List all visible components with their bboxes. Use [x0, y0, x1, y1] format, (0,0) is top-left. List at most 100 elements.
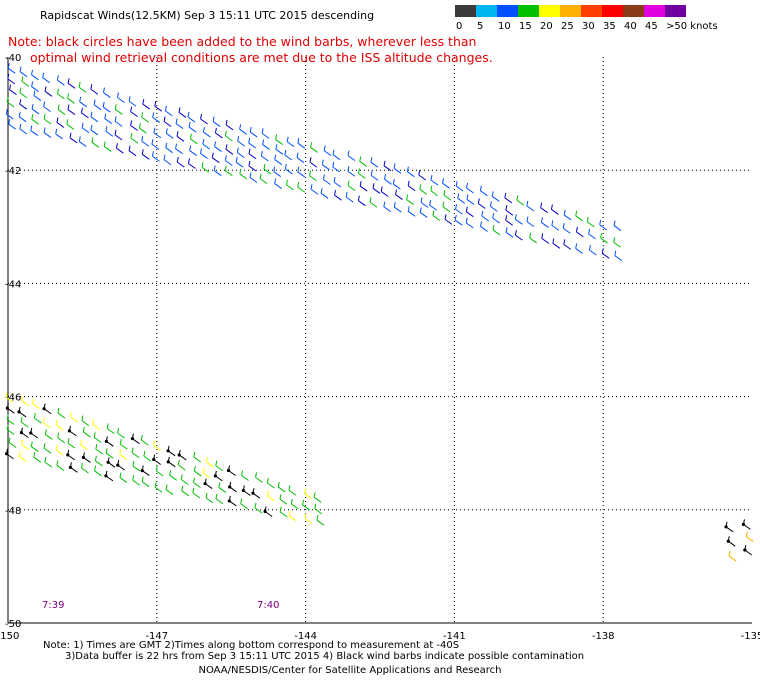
wind-barb [42, 72, 50, 84]
wind-barb [201, 162, 210, 173]
wind-barb [240, 498, 248, 510]
wind-barb [563, 209, 572, 221]
legend-swatch-9 [644, 5, 665, 17]
wind-barb [79, 96, 87, 108]
wind-barb [309, 157, 318, 168]
wind-barb [163, 116, 172, 127]
wind-barb [188, 121, 197, 133]
wind-barb [347, 166, 356, 177]
wind-barb [489, 201, 498, 212]
wind-barb [44, 429, 53, 440]
wind-barb [141, 476, 150, 488]
wind-barb [8, 119, 16, 130]
wind-barb [514, 230, 523, 241]
wind-barb [56, 75, 65, 86]
wind-barb [588, 228, 596, 240]
lon-tick-5: -135 [741, 631, 760, 642]
wind-barb [249, 172, 258, 183]
wind-barb [57, 407, 66, 419]
wind-barb [286, 136, 295, 148]
wind-barb [248, 160, 257, 172]
wind-barb [165, 128, 174, 139]
wind-barb [443, 190, 452, 201]
legend-label-9: 45 [645, 21, 658, 32]
wind-barb [551, 220, 560, 231]
lat-tick-2: -44 [5, 279, 21, 290]
wind-barb [288, 485, 297, 496]
wind-barb [212, 116, 221, 127]
wind-barb [18, 111, 27, 123]
contamination-dot [226, 468, 231, 473]
wind-barb [141, 112, 149, 123]
wind-barb [225, 119, 234, 131]
contamination-dot [104, 439, 108, 443]
wind-barb [200, 113, 208, 125]
wind-barb [314, 503, 323, 515]
wind-barb [383, 160, 392, 172]
legend-color-bar [455, 5, 686, 17]
legend-swatch-2 [497, 5, 518, 17]
contamination-dot [263, 509, 267, 514]
wind-barb [55, 419, 64, 431]
wind-barb [370, 170, 379, 181]
wind-barb [322, 174, 331, 185]
wind-barb [224, 155, 233, 166]
wind-barb [492, 213, 501, 224]
wind-barb [321, 159, 330, 171]
wind-barb [33, 452, 42, 463]
wind-barb [31, 114, 40, 125]
wind-barb [599, 219, 607, 231]
wind-barb [138, 123, 147, 134]
wind-barb [262, 139, 270, 150]
wind-barb [42, 417, 51, 429]
wind-barb [588, 245, 597, 256]
wind-barb [275, 134, 283, 145]
wind-barb [80, 107, 89, 119]
wind-barb [359, 156, 368, 167]
wind-barb [392, 178, 401, 190]
wind-barb [345, 191, 354, 203]
wind-barb [407, 180, 416, 192]
wind-barb [284, 163, 293, 175]
wind-barb [613, 220, 622, 232]
wind-barb [248, 148, 257, 160]
wind-barb [430, 175, 439, 186]
legend-swatch-7 [602, 5, 623, 17]
wind-barb [30, 441, 39, 452]
contamination-dot [726, 539, 730, 543]
wind-barb [154, 101, 163, 112]
wind-barb [552, 238, 561, 249]
wind-barb [78, 136, 87, 147]
wind-barb [267, 490, 275, 502]
wind-barb [304, 488, 312, 499]
contamination-dot [166, 460, 170, 464]
legend-swatch-10 [665, 5, 686, 17]
wind-barb [119, 449, 128, 460]
wind-barb [6, 424, 15, 435]
wind-barb [369, 197, 378, 208]
lon-tick-2: -144 [294, 631, 317, 642]
legend-swatch-3 [518, 5, 539, 17]
wind-barb [393, 201, 402, 213]
wind-barb [5, 392, 14, 403]
wind-barb [224, 165, 233, 177]
map-title: Rapidscat Winds(12.5KM) Sep 3 15:11 UTC … [40, 9, 375, 22]
wind-barb [43, 127, 52, 138]
contamination-dot [130, 437, 135, 441]
wind-barb [33, 413, 42, 424]
wind-barb [20, 417, 29, 428]
wind-barb [215, 493, 224, 505]
legend-swatch-6 [581, 5, 602, 17]
wind-barb [323, 145, 332, 157]
wind-barb [57, 432, 65, 444]
legend-label-2: 10 [498, 21, 511, 32]
wind-barb [106, 423, 115, 434]
wind-barb [91, 137, 100, 148]
wind-barb [8, 437, 17, 448]
wind-barb [218, 482, 227, 493]
legend-swatch-4 [539, 5, 560, 17]
wind-barb [103, 141, 112, 152]
wind-barb [236, 147, 245, 159]
wind-barb [93, 99, 102, 111]
wind-barb [19, 87, 28, 99]
